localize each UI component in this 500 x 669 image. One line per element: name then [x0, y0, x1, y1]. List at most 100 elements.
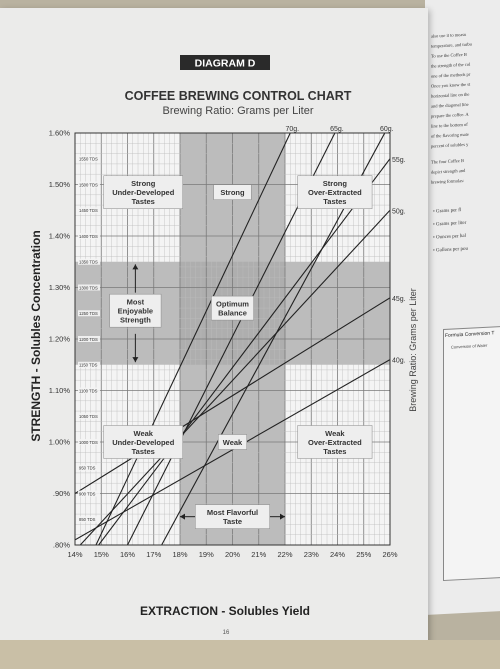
region-label-text: Weak: [325, 429, 345, 438]
tds-label-bg: [78, 207, 100, 214]
tds-label: 900 TDS: [79, 491, 96, 496]
x-tick-label: 23%: [304, 550, 319, 559]
region-label-text: Tastes: [132, 447, 155, 456]
y-tick-label: 1.30%: [49, 283, 71, 292]
y-tick-label: 1.60%: [49, 129, 71, 138]
tds-label-bg: [78, 464, 100, 471]
region-label-box: [103, 175, 183, 209]
region-label-text: Tastes: [323, 447, 346, 456]
region-label-box: [109, 293, 162, 328]
diagram-label: DIAGRAM D: [195, 58, 256, 70]
ratio-line: [75, 297, 390, 494]
region-label-text: Under-Developed: [112, 188, 175, 197]
x-tick-label: 25%: [356, 550, 371, 559]
region-label-box: [297, 425, 373, 459]
region-label-text: Enjoyable: [118, 307, 153, 316]
tds-label: 850 TDS: [79, 517, 96, 522]
region-label-text: Weak: [223, 438, 243, 447]
ratio-line-label: 45g.: [392, 296, 406, 303]
x-axis-title: EXTRACTION - Solubles Yield: [140, 604, 310, 618]
diagram-label-box: [180, 55, 270, 70]
tds-label: 1050 TDS: [79, 414, 98, 419]
region-label-text: Optimum: [216, 300, 249, 309]
region-label-text: Balance: [218, 309, 247, 318]
region-label-text: Weak: [134, 429, 154, 438]
region-label-text: Strength: [120, 316, 151, 325]
x-tick-label: 26%: [382, 550, 397, 559]
region-label-text: Under-Developed: [112, 438, 175, 447]
tds-label-bg: [78, 336, 100, 342]
region-label-box: [211, 295, 254, 321]
ratio-line-label: 50g.: [392, 208, 406, 215]
page-number: 16: [223, 630, 230, 636]
region-label-box: [218, 434, 247, 450]
tds-label-bg: [78, 413, 100, 420]
region-label-text: Over-Extracted: [308, 438, 362, 447]
x-tick-label: 21%: [251, 550, 266, 559]
y-axis-title: STRENGTH - Solubles Concentration: [29, 230, 43, 441]
x-tick-label: 15%: [94, 550, 109, 559]
ratio-line-label: 55g.: [392, 157, 406, 164]
tds-label-bg: [78, 284, 100, 291]
tds-label: 1550 TDS: [79, 157, 98, 162]
y-tick-label: .90%: [53, 489, 70, 498]
y-tick-label: 1.00%: [49, 438, 71, 447]
tds-label: 1000 TDS: [79, 440, 98, 445]
strength-arrow-head: [132, 357, 139, 363]
y-tick-label: 1.10%: [49, 386, 71, 395]
region-label-text: Tastes: [132, 197, 155, 206]
x-tick-label: 14%: [67, 550, 82, 559]
x-tick-label: 16%: [120, 550, 135, 559]
region-label-text: Most Flavorful: [207, 508, 258, 517]
region-label-text: Over-Extracted: [308, 188, 362, 197]
region-label-box: [103, 425, 183, 459]
extraction-arrow-head: [280, 513, 285, 520]
floor-background: [0, 640, 500, 669]
region-label-box: [297, 175, 373, 209]
tds-label: 1450 TDS: [79, 208, 98, 213]
chart-subtitle: Brewing Ratio: Grams per Liter: [163, 105, 314, 117]
y-tick-label: 1.40%: [49, 232, 71, 241]
tds-label: 1250 TDS: [79, 311, 98, 316]
region-label-box: [213, 184, 252, 200]
ratio-line-label: 60g.: [380, 126, 394, 133]
tds-label-bg: [78, 181, 100, 188]
tds-label: 1300 TDS: [79, 285, 98, 290]
region-label-text: Strong: [131, 179, 156, 188]
ratio-line: [79, 209, 390, 545]
x-tick-label: 22%: [277, 550, 292, 559]
tds-label: 950 TDS: [79, 466, 96, 471]
region-label-text: Strong: [220, 188, 245, 197]
tds-label-bg: [78, 439, 100, 445]
region-label-text: Tastes: [323, 197, 346, 206]
ratio-line: [98, 158, 390, 545]
tds-label: 1400 TDS: [79, 234, 98, 239]
tds-label-bg: [78, 310, 100, 317]
x-tick-label: 17%: [146, 550, 161, 559]
tds-label-bg: [78, 361, 100, 368]
tds-label: 1500 TDS: [79, 182, 98, 187]
tds-label-bg: [78, 516, 100, 523]
tds-label: 1200 TDS: [79, 337, 98, 342]
x-tick-label: 24%: [330, 550, 345, 559]
region-label-box: [195, 504, 270, 529]
tds-label: 1350 TDS: [79, 260, 98, 265]
plot-frame: [74, 132, 391, 546]
tds-label: 1150 TDS: [79, 363, 98, 368]
tds-label-bg: [78, 155, 100, 162]
tds-label: 1100 TDS: [79, 388, 98, 393]
region-label-text: Most: [127, 298, 145, 307]
x-tick-label: 18%: [172, 550, 187, 559]
ratio-line: [95, 133, 291, 545]
chart-title: COFFEE BREWING CONTROL CHART: [125, 89, 352, 103]
tds-label-bg: [78, 387, 100, 394]
ratio-line-label: 70g.: [285, 126, 299, 133]
strength-arrow-head: [132, 264, 139, 270]
